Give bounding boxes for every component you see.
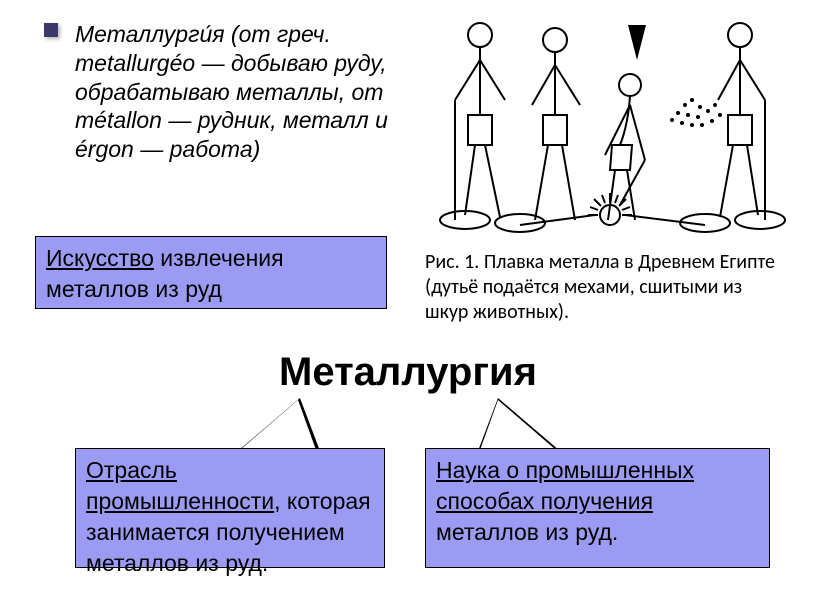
bullet-icon [44,23,58,37]
figure-caption: Рис. 1. Плавка металла в Древнем Египте … [425,250,785,325]
callout-triangle-left [240,400,316,450]
definition-art-underlined: Искусство [46,245,154,271]
main-title: Металлургия [0,350,816,395]
etymology-text: Металлурги́я (от греч. metallurgéo — доб… [75,20,405,164]
definition-box-industry: Отрасль промышленности, которая занимает… [75,448,385,568]
definition-industry-underlined: Отрасль промышленности [86,457,274,514]
definition-science-underlined: Наука о промышленных способах получения [436,457,694,514]
definition-science-rest: металлов из руд. [436,519,618,545]
figure-illustration [420,5,800,240]
callout-triangle-right [480,400,556,450]
definition-box-art: Искусство извлечения металлов из руд [35,236,387,309]
definition-box-science: Наука о промышленных способах получения … [425,448,770,568]
